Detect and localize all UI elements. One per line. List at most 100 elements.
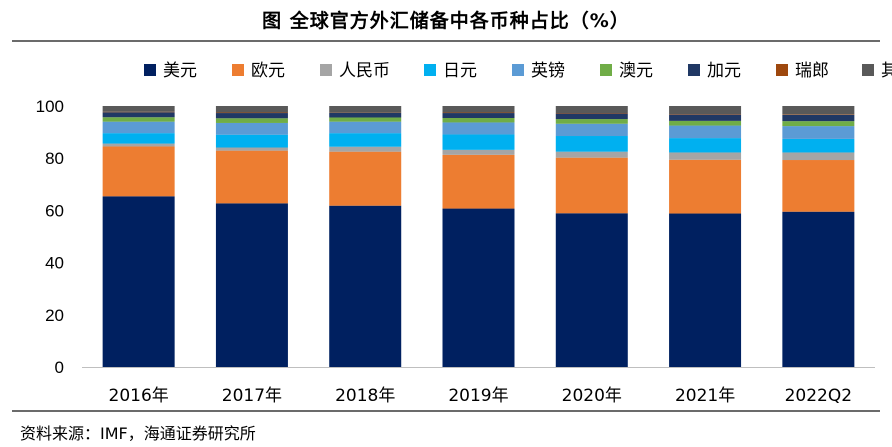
y-axis: 0 20 40 60 80 100	[36, 97, 64, 377]
source-note: 资料来源：IMF，海通证券研究所	[20, 424, 256, 443]
y-tick-label: 60	[45, 201, 64, 220]
bar-segment	[669, 114, 742, 115]
bar-segment	[555, 136, 628, 152]
bar-segment	[215, 118, 288, 123]
bar-segment	[329, 121, 402, 134]
bar-segment	[329, 133, 402, 147]
bar-segment	[669, 213, 742, 367]
bar-segment	[555, 113, 628, 120]
bar-segment	[329, 117, 402, 122]
bar-segment	[782, 121, 855, 127]
legend-swatch	[512, 64, 524, 76]
bar-segment	[669, 138, 742, 153]
bar-segment	[102, 133, 175, 144]
bar-segment	[555, 123, 628, 137]
legend: 美元 欧元 人民币 日元 英镑 澳元 加元 瑞郎 其它	[144, 61, 892, 81]
legend-swatch	[424, 64, 436, 76]
bar-segment	[442, 112, 515, 114]
y-tick-label: 40	[45, 254, 64, 273]
bar-segment	[102, 196, 175, 367]
bar-segment	[329, 106, 402, 113]
title-divider	[12, 40, 880, 42]
legend-label: 人民币	[339, 61, 390, 81]
legend-swatch	[862, 64, 874, 76]
bar-segment	[102, 112, 175, 118]
bar-segment	[782, 126, 855, 139]
legend-label: 澳元	[619, 61, 653, 81]
legend-swatch	[232, 64, 244, 76]
bar-segment	[215, 150, 288, 204]
bar-segment	[215, 134, 288, 148]
bar-segment	[442, 113, 515, 119]
bar-segment	[442, 208, 515, 367]
x-axis: 2016年 2017年 2018年 2019年 2020年 2021年 2022Q2	[82, 367, 875, 406]
bar-segment	[669, 114, 742, 121]
bar-segment	[442, 134, 515, 150]
x-tick-label: 2020年	[562, 386, 622, 406]
bar-segment	[215, 147, 288, 151]
y-tick-label: 20	[45, 306, 64, 325]
x-tick-label: 2022Q2	[785, 386, 852, 406]
legend-swatch	[600, 64, 612, 76]
y-tick-label: 100	[36, 97, 64, 116]
x-tick-label: 2018年	[335, 386, 395, 406]
bar-segment	[442, 118, 515, 123]
legend-label: 加元	[707, 61, 741, 81]
bar-segment	[102, 143, 175, 147]
bar-segment	[669, 106, 742, 115]
bar-segment	[669, 152, 742, 160]
bar-segment	[329, 205, 402, 367]
bar-segment	[329, 151, 402, 206]
bar-segment	[782, 152, 855, 161]
legend-label: 欧元	[251, 61, 285, 81]
bar-segment	[442, 149, 515, 155]
x-tick-label: 2016年	[109, 386, 169, 406]
bar-segment	[555, 213, 628, 367]
bar-segment	[442, 106, 515, 113]
bar-segment	[782, 114, 855, 115]
bar-segment	[669, 159, 742, 214]
legend-swatch	[776, 64, 788, 76]
bar-segment	[102, 146, 175, 197]
x-tick-label: 2019年	[448, 386, 508, 406]
y-tick-label: 0	[55, 358, 64, 377]
bar-segment	[329, 146, 402, 152]
y-tick-label: 80	[45, 149, 64, 168]
legend-swatch	[320, 64, 332, 76]
legend-label: 日元	[443, 61, 477, 81]
bar-segment	[442, 122, 515, 135]
legend-label: 英镑	[531, 61, 565, 81]
bar-segment	[782, 106, 855, 115]
bar-segment	[215, 203, 288, 367]
bar-segment	[215, 113, 288, 119]
bar-segment	[782, 160, 855, 212]
bar-segment	[555, 151, 628, 158]
bar-segment	[669, 125, 742, 139]
bar-segment	[102, 106, 175, 112]
bar-segment	[669, 120, 742, 126]
bar-segment	[102, 111, 175, 113]
x-tick-label: 2021年	[675, 386, 735, 406]
bar-segment	[329, 112, 402, 118]
source-divider	[12, 410, 880, 412]
bar-segment	[782, 138, 855, 153]
legend-label: 美元	[163, 61, 197, 81]
legend-label: 其它	[881, 61, 892, 81]
bar-segment	[102, 117, 175, 122]
chart-title: 图 全球官方外汇储备中各币种占比（%）	[262, 10, 630, 32]
legend-label: 瑞郎	[795, 61, 829, 81]
bar-segment	[555, 106, 628, 114]
legend-swatch	[144, 64, 156, 76]
bars	[102, 106, 855, 367]
bar-segment	[215, 112, 288, 114]
bar-segment	[555, 113, 628, 114]
bar-segment	[215, 122, 288, 135]
bar-segment	[102, 121, 175, 134]
bar-segment	[782, 211, 855, 367]
bar-segment	[555, 157, 628, 214]
bar-segment	[215, 106, 288, 113]
x-tick-label: 2017年	[222, 386, 282, 406]
bar-segment	[442, 154, 515, 209]
bar-segment	[555, 119, 628, 124]
